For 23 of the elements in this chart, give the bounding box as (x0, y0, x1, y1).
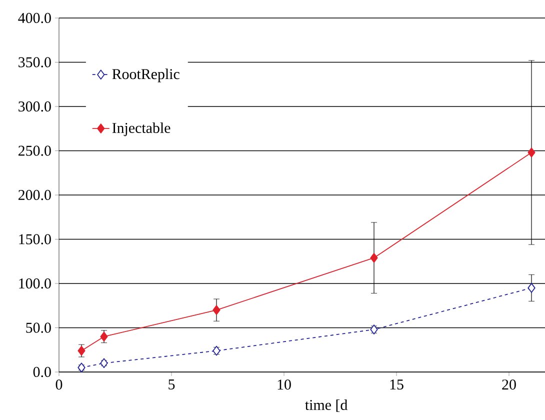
x-axis-title: time [d (305, 400, 348, 412)
x-tick-label: 0 (56, 380, 62, 390)
x-tick-label: 15 (390, 380, 404, 390)
y-tick-label: 400.0 (18, 12, 51, 24)
point (370, 252, 378, 263)
point (78, 362, 86, 373)
x-tick-label: 5 (168, 380, 175, 390)
legend-label: Injectable (112, 122, 170, 136)
point (528, 282, 536, 293)
point (212, 305, 220, 315)
y-tick-label: 350.0 (18, 57, 51, 68)
y-tick-label: 50.0 (26, 322, 51, 333)
legend-label: RootReplic (112, 68, 180, 82)
y-tick-label: 250.0 (18, 146, 51, 156)
point (528, 148, 536, 158)
y-tick-label: 0.0 (33, 366, 51, 378)
y-tick-label: 200.0 (18, 190, 51, 200)
y-tick-label: 100.0 (19, 278, 51, 289)
x-tick-label: 10 (278, 380, 291, 390)
y-tick-label: 150.0 (19, 234, 51, 244)
y-tick-label: 300.0 (18, 101, 51, 112)
x-tick-label: 20 (502, 380, 516, 390)
point (100, 358, 108, 368)
